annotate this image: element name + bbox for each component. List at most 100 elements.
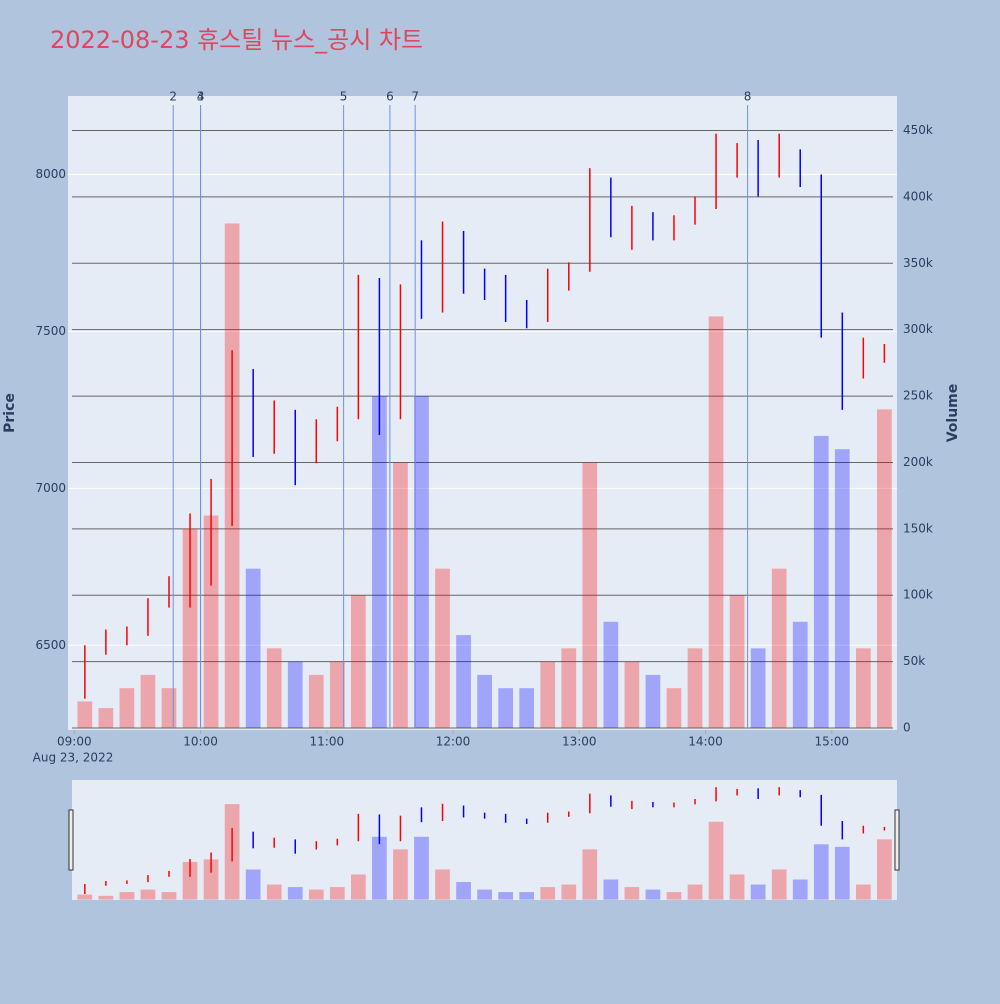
mini-volume-bar: [393, 849, 408, 900]
mini-volume-bar: [666, 892, 682, 900]
x-tick-label: 11:00: [310, 735, 345, 749]
y2-axis-label: Volume: [945, 384, 961, 443]
y2-tick-label: 350k: [903, 256, 933, 270]
volume-bar: [855, 648, 871, 729]
volume-bar: [414, 396, 429, 729]
volume-bar: [666, 688, 682, 729]
mini-volume-bar: [245, 869, 261, 900]
mini-volume-bar: [687, 884, 703, 900]
volume-bar: [77, 701, 93, 729]
x-sublabel: Aug 23, 2022: [33, 751, 114, 765]
mini-volume-bar: [456, 882, 471, 900]
volume-bar: [119, 688, 135, 729]
plot-area: [68, 96, 897, 730]
volume-bar: [813, 435, 829, 729]
news-label: 7: [411, 90, 419, 104]
y-axis-label: Price: [2, 393, 18, 433]
volume-bar: [603, 621, 619, 729]
news-label: 4: [197, 90, 205, 104]
y-tick-label: 6500: [35, 638, 66, 652]
mini-volume-bar: [834, 846, 850, 900]
volume-bar: [266, 648, 282, 729]
news-label: 3: [197, 90, 205, 104]
volume-bar: [582, 462, 598, 729]
mini-volume-bar: [119, 892, 135, 900]
mini-volume-bar: [750, 884, 766, 900]
x-tick-label: 14:00: [688, 735, 723, 749]
volume-bar: [329, 661, 345, 729]
mini-volume-bar: [561, 884, 577, 900]
volume-bar: [729, 595, 745, 729]
mini-volume-bar: [855, 884, 871, 900]
volume-bar: [834, 449, 850, 729]
mini-volume-bar: [98, 895, 114, 900]
volume-bar: [456, 635, 471, 729]
x-tick-label: 13:00: [562, 735, 597, 749]
mini-volume-bar: [287, 887, 303, 900]
volume-bar: [393, 462, 408, 729]
y2-tick-label: 50k: [903, 654, 925, 668]
mini-volume-bar: [414, 836, 429, 900]
y2-tick-label: 400k: [903, 189, 933, 203]
mini-volume-bar: [498, 892, 514, 900]
y-tick-label: 7500: [35, 324, 66, 338]
y2-tick-label: 250k: [903, 389, 933, 403]
mini-volume-bar: [161, 892, 177, 900]
volume-bar: [245, 568, 261, 729]
volume-bar: [540, 661, 556, 729]
y-tick-label: 8000: [35, 167, 66, 181]
y2-tick-label: 100k: [903, 588, 933, 602]
mini-volume-bar: [266, 884, 282, 900]
slider-handle[interactable]: [894, 809, 900, 871]
volume-bar: [182, 528, 198, 729]
volume-bar: [624, 661, 640, 729]
volume-bar: [161, 688, 177, 729]
y2-tick-label: 0: [903, 721, 911, 735]
x-tick-label: 10:00: [183, 735, 218, 749]
y2-tick-label: 450k: [903, 123, 933, 137]
news-label: 5: [340, 90, 348, 104]
range-slider[interactable]: [72, 780, 897, 900]
volume-bar: [98, 708, 114, 729]
mini-volume-bar: [372, 836, 387, 900]
mini-volume-bar: [308, 889, 324, 900]
volume-bar: [308, 674, 324, 729]
volume-bar: [498, 688, 514, 729]
volume-bar: [877, 409, 892, 729]
news-label: 2: [169, 90, 177, 104]
mini-volume-bar: [792, 879, 808, 900]
mini-volume-bar: [582, 849, 598, 900]
mini-volume-bar: [771, 869, 787, 900]
volume-bar: [140, 674, 156, 729]
x-tick-label: 09:00: [57, 735, 92, 749]
volume-bar: [687, 648, 703, 729]
mini-volume-bar: [182, 861, 198, 900]
mini-volume-bar: [624, 887, 640, 900]
mini-volume-bar: [477, 889, 492, 900]
mini-volume-bar: [77, 894, 93, 900]
news-label: 8: [744, 90, 752, 104]
slider-handle[interactable]: [68, 809, 74, 871]
mini-volume-bar: [877, 839, 892, 900]
volume-bar: [477, 674, 492, 729]
volume-bar: [519, 688, 535, 729]
chart-title: 2022-08-23 휴스틸 뉴스_공시 차트: [50, 26, 423, 54]
mini-volume-bar: [540, 887, 556, 900]
x-tick-label: 15:00: [814, 735, 849, 749]
y2-tick-label: 300k: [903, 322, 933, 336]
mini-volume-bar: [519, 892, 535, 900]
x-tick-label: 12:00: [436, 735, 471, 749]
volume-bar: [287, 661, 303, 729]
mini-volume-bar: [645, 889, 661, 900]
mini-volume-bar: [140, 889, 156, 900]
y-tick-label: 7000: [35, 481, 66, 495]
volume-bar: [203, 515, 219, 729]
volume-bar: [792, 621, 808, 729]
volume-bar: [645, 674, 661, 729]
volume-bar: [350, 595, 366, 729]
mini-volume-bar: [329, 887, 345, 900]
mini-volume-bar: [729, 874, 745, 900]
mini-volume-bar: [603, 879, 619, 900]
mini-volume-bar: [708, 821, 724, 900]
